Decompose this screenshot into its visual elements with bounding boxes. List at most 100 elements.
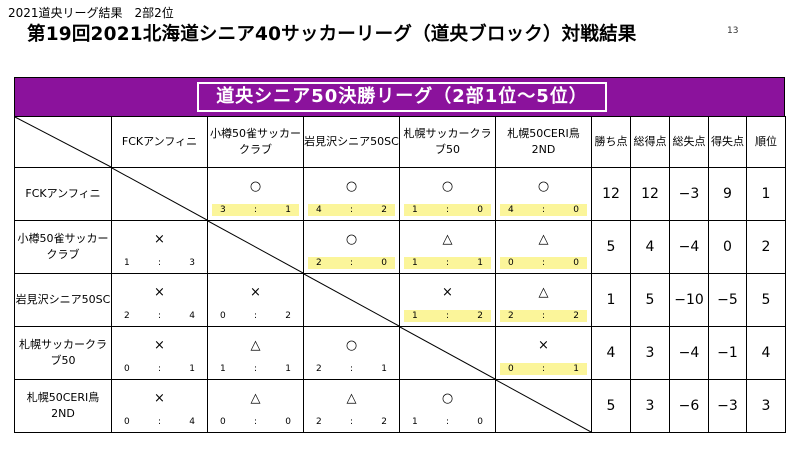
stat-rank: 4 (746, 326, 786, 380)
result-mark: △ (250, 391, 261, 406)
stat-rank: 3 (746, 379, 786, 433)
score-for: 2 (124, 311, 130, 321)
league-banner-title: 道央シニア50決勝リーグ（2部1位～5位） (197, 82, 607, 112)
match-score: 1: 1 (212, 363, 299, 375)
score-against: 1 (285, 364, 291, 374)
match-result-cell: △ 2: 2 (303, 379, 400, 433)
result-mark: × (154, 391, 165, 406)
score-separator: : (445, 311, 450, 321)
score-against: 0 (381, 258, 387, 268)
score-against: 2 (285, 311, 291, 321)
column-header-team: 岩見沢シニア50SC (303, 116, 400, 168)
score-against: 2 (381, 205, 387, 215)
score-against: 0 (573, 258, 579, 268)
score-separator: : (253, 311, 258, 321)
match-result: × 1: 3 (112, 221, 207, 273)
match-result: × 2: 4 (112, 274, 207, 326)
table-row: 岩見沢シニア50SC × 2:4 × 0:2 × 1:2 △ 2:2 1 5 −10 −5 5 (14, 273, 786, 327)
diagonal-line (15, 117, 111, 167)
column-header-points: 勝ち点 (591, 116, 631, 168)
stat-goals-against: −3 (669, 167, 709, 221)
match-result: × 0: 1 (112, 327, 207, 379)
column-header-team: FCKアンフィニ (111, 116, 208, 168)
column-header-team: 札幌サッカークラブ50 (399, 116, 496, 168)
match-result-cell: ○ 2: 0 (303, 220, 400, 274)
score-for: 0 (508, 364, 514, 374)
score-against: 3 (189, 258, 195, 268)
match-score: 4: 0 (500, 204, 587, 216)
score-for: 1 (124, 258, 130, 268)
result-mark: ○ (441, 391, 454, 406)
match-score: 2: 4 (116, 310, 203, 322)
score-against: 0 (573, 205, 579, 215)
match-result-cell: △ 0: 0 (495, 220, 592, 274)
page-number: 13 (727, 26, 739, 36)
score-for: 0 (508, 258, 514, 268)
diagonal-line (304, 274, 399, 326)
score-separator: : (253, 417, 258, 427)
stat-goals-against: −4 (669, 220, 709, 274)
match-score: 1: 1 (404, 257, 491, 269)
score-for: 3 (220, 205, 226, 215)
match-result-cell: × 0: 1 (495, 326, 592, 380)
stat-rank: 1 (746, 167, 786, 221)
score-separator: : (157, 364, 162, 374)
match-score: 0: 0 (212, 416, 299, 428)
score-for: 4 (316, 205, 322, 215)
row-team-name: 岩見沢シニア50SC (14, 273, 112, 327)
score-for: 1 (220, 364, 226, 374)
league-banner: 道央シニア50決勝リーグ（2部1位～5位） (14, 77, 785, 117)
match-result-cell: × 0: 4 (111, 379, 208, 433)
score-for: 1 (412, 258, 418, 268)
column-label: 総得点 (633, 135, 667, 148)
score-for: 0 (220, 311, 226, 321)
column-label: 勝ち点 (594, 135, 628, 148)
corner-cell (14, 116, 112, 168)
match-result-cell: × 2: 4 (111, 273, 208, 327)
score-against: 2 (477, 311, 483, 321)
result-mark: ○ (537, 179, 550, 194)
header-row: FCKアンフィニ 小樽50雀サッカークラブ 岩見沢シニア50SC 札幌サッカーク… (14, 116, 786, 168)
result-mark: × (442, 285, 453, 300)
stat-points: 12 (591, 167, 631, 221)
column-header-goals-for: 総得点 (630, 116, 670, 168)
match-score: 1: 0 (404, 416, 491, 428)
self-match-cell (399, 326, 496, 380)
match-score: 0: 1 (116, 363, 203, 375)
column-label: 札幌50CERI鳥2ND (507, 127, 580, 156)
match-result: ○ 1: 0 (400, 380, 495, 432)
match-result: × 0: 4 (112, 380, 207, 432)
score-separator: : (349, 258, 354, 268)
match-score: 1: 3 (116, 257, 203, 269)
match-score: 1: 0 (404, 204, 491, 216)
column-label: 得失点 (711, 135, 744, 148)
match-score: 3: 1 (212, 204, 299, 216)
match-result-cell: × 0: 2 (207, 273, 304, 327)
result-mark: × (154, 338, 165, 353)
column-header-goal-difference: 得失点 (708, 116, 747, 168)
score-separator: : (445, 417, 450, 427)
self-match-cell (303, 273, 400, 327)
match-result-cell: ○ 4: 0 (495, 167, 592, 221)
diagonal-line (496, 380, 591, 432)
score-for: 2 (508, 311, 514, 321)
match-result-cell: ○ 3: 1 (207, 167, 304, 221)
score-for: 0 (220, 417, 226, 427)
result-mark: × (250, 285, 261, 300)
stat-rank: 2 (746, 220, 786, 274)
match-score: 2: 2 (500, 310, 587, 322)
match-result: × 1: 2 (400, 274, 495, 326)
column-header-team: 札幌50CERI鳥2ND (495, 116, 592, 168)
score-against: 1 (285, 205, 291, 215)
match-score: 0: 1 (500, 363, 587, 375)
match-result: ○ 1: 0 (400, 168, 495, 220)
score-against: 4 (189, 417, 195, 427)
score-separator: : (253, 364, 258, 374)
stat-goal-difference: −3 (708, 379, 747, 433)
score-separator: : (445, 205, 450, 215)
score-separator: : (541, 364, 546, 374)
column-label: 札幌サッカークラブ50 (403, 127, 492, 156)
result-mark: ○ (345, 179, 358, 194)
result-mark: × (154, 285, 165, 300)
score-for: 4 (508, 205, 514, 215)
